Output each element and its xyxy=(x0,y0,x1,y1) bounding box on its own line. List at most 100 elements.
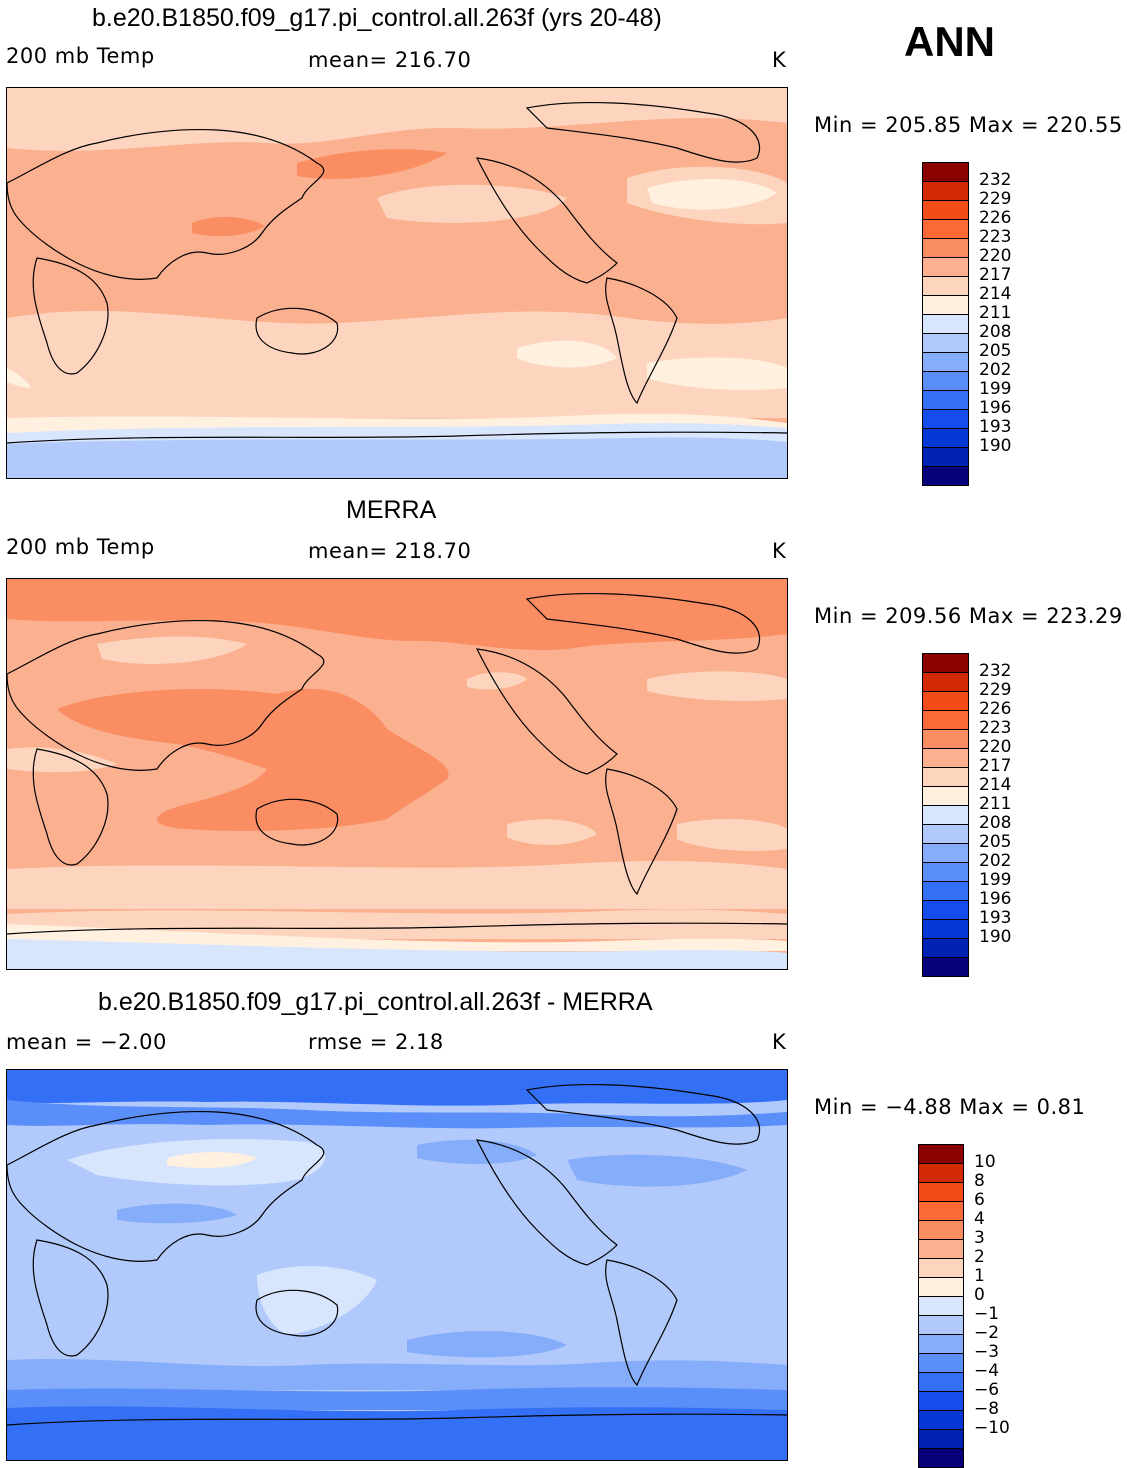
colorbar-label: 220 xyxy=(979,737,1012,757)
colorbar-label: 202 xyxy=(979,360,1012,380)
colorbar-box xyxy=(922,957,969,977)
colorbar-label: 196 xyxy=(979,398,1012,418)
panel3-minmax: Min = −4.88 Max = 0.81 xyxy=(814,1095,1086,1119)
colorbar-box xyxy=(922,653,969,673)
colorbar-box xyxy=(922,919,969,939)
colorbar-label: 202 xyxy=(979,851,1012,871)
colorbar-label: 223 xyxy=(979,718,1012,738)
colorbar-label: 211 xyxy=(979,794,1012,814)
colorbar-box xyxy=(918,1277,964,1297)
colorbar-label: 214 xyxy=(979,775,1012,795)
colorbar-label: 208 xyxy=(979,322,1012,342)
colorbar-box xyxy=(922,767,969,787)
panel1-units: K xyxy=(772,48,787,72)
colorbar-box xyxy=(918,1429,964,1449)
colorbar-label: 4 xyxy=(974,1209,985,1229)
colorbar-box xyxy=(918,1239,964,1259)
colorbar-box xyxy=(922,390,969,410)
colorbar-label: −6 xyxy=(974,1380,1000,1400)
colorbar-box xyxy=(918,1201,964,1221)
panel2-title: MERRA xyxy=(346,496,437,524)
colorbar-box xyxy=(918,1163,964,1183)
colorbar-box xyxy=(922,200,969,220)
panel3-units: K xyxy=(772,1030,787,1054)
colorbar-label: 10 xyxy=(974,1152,996,1172)
colorbar-label: 211 xyxy=(979,303,1012,323)
panel3-rmse: rmse = 2.18 xyxy=(308,1030,444,1054)
colorbar-box xyxy=(918,1220,964,1240)
colorbar-box xyxy=(918,1296,964,1316)
panel2-map xyxy=(6,578,788,970)
colorbar-box xyxy=(922,162,969,182)
colorbar-label: 199 xyxy=(979,379,1012,399)
colorbar-box xyxy=(918,1391,964,1411)
panel1-map xyxy=(6,87,788,479)
panel2-variable: 200 mb Temp xyxy=(6,535,155,559)
colorbar-label: 205 xyxy=(979,832,1012,852)
colorbar-label: 214 xyxy=(979,284,1012,304)
colorbar-box xyxy=(918,1258,964,1278)
colorbar-box xyxy=(922,843,969,863)
colorbar-box xyxy=(922,257,969,277)
colorbar-box xyxy=(918,1144,964,1164)
colorbar-label: 8 xyxy=(974,1171,985,1191)
colorbar-box xyxy=(922,729,969,749)
colorbar-label: 1 xyxy=(974,1266,985,1286)
colorbar-box xyxy=(922,786,969,806)
season-label: ANN xyxy=(904,18,995,65)
colorbar-box xyxy=(922,447,969,467)
colorbar-label: 208 xyxy=(979,813,1012,833)
colorbar-box xyxy=(922,409,969,429)
colorbar-box xyxy=(922,314,969,334)
colorbar-box xyxy=(922,748,969,768)
colorbar-label: 232 xyxy=(979,170,1012,190)
colorbar-label: −2 xyxy=(974,1323,1000,1343)
colorbar-box xyxy=(922,238,969,258)
colorbar-box xyxy=(918,1182,964,1202)
colorbar-label: 226 xyxy=(979,208,1012,228)
colorbar-label: 196 xyxy=(979,889,1012,909)
colorbar-box xyxy=(922,691,969,711)
colorbar-label: −10 xyxy=(974,1418,1010,1438)
panel3-map xyxy=(6,1069,788,1461)
colorbar-box xyxy=(922,181,969,201)
colorbar-box xyxy=(918,1353,964,1373)
colorbar-label: 193 xyxy=(979,417,1012,437)
panel1-mean: mean= 216.70 xyxy=(308,48,472,72)
colorbar-box xyxy=(922,371,969,391)
colorbar-box xyxy=(918,1372,964,1392)
colorbar-label: 190 xyxy=(979,927,1012,947)
colorbar-box xyxy=(922,862,969,882)
colorbar-label: 223 xyxy=(979,227,1012,247)
colorbar-box xyxy=(922,276,969,296)
colorbar-box xyxy=(918,1448,964,1468)
colorbar-label: 193 xyxy=(979,908,1012,928)
colorbar-label: −4 xyxy=(974,1361,1000,1381)
colorbar-label: 0 xyxy=(974,1285,985,1305)
colorbar-label: 229 xyxy=(979,189,1012,209)
colorbar-label: 229 xyxy=(979,680,1012,700)
colorbar-box xyxy=(922,881,969,901)
colorbar-box xyxy=(922,428,969,448)
colorbar-box xyxy=(922,352,969,372)
colorbar-label: −8 xyxy=(974,1399,1000,1419)
colorbar-label: 205 xyxy=(979,341,1012,361)
colorbar-label: 217 xyxy=(979,756,1012,776)
colorbar-label: 3 xyxy=(974,1228,985,1248)
colorbar-box xyxy=(922,333,969,353)
colorbar-label: −3 xyxy=(974,1342,1000,1362)
colorbar-label: −1 xyxy=(974,1304,1000,1324)
colorbar-label: 6 xyxy=(974,1190,985,1210)
panel2-minmax: Min = 209.56 Max = 223.29 xyxy=(814,604,1123,628)
colorbar-label: 217 xyxy=(979,265,1012,285)
colorbar-box xyxy=(918,1410,964,1430)
colorbar-box xyxy=(918,1315,964,1335)
colorbar-label: 190 xyxy=(979,436,1012,456)
colorbar-box xyxy=(922,466,969,486)
colorbar-label: 220 xyxy=(979,246,1012,266)
panel2-mean: mean= 218.70 xyxy=(308,539,472,563)
colorbar-label: 199 xyxy=(979,870,1012,890)
colorbar-box xyxy=(922,710,969,730)
panel1-variable: 200 mb Temp xyxy=(6,44,155,68)
panel3-mean: mean = −2.00 xyxy=(6,1030,167,1054)
